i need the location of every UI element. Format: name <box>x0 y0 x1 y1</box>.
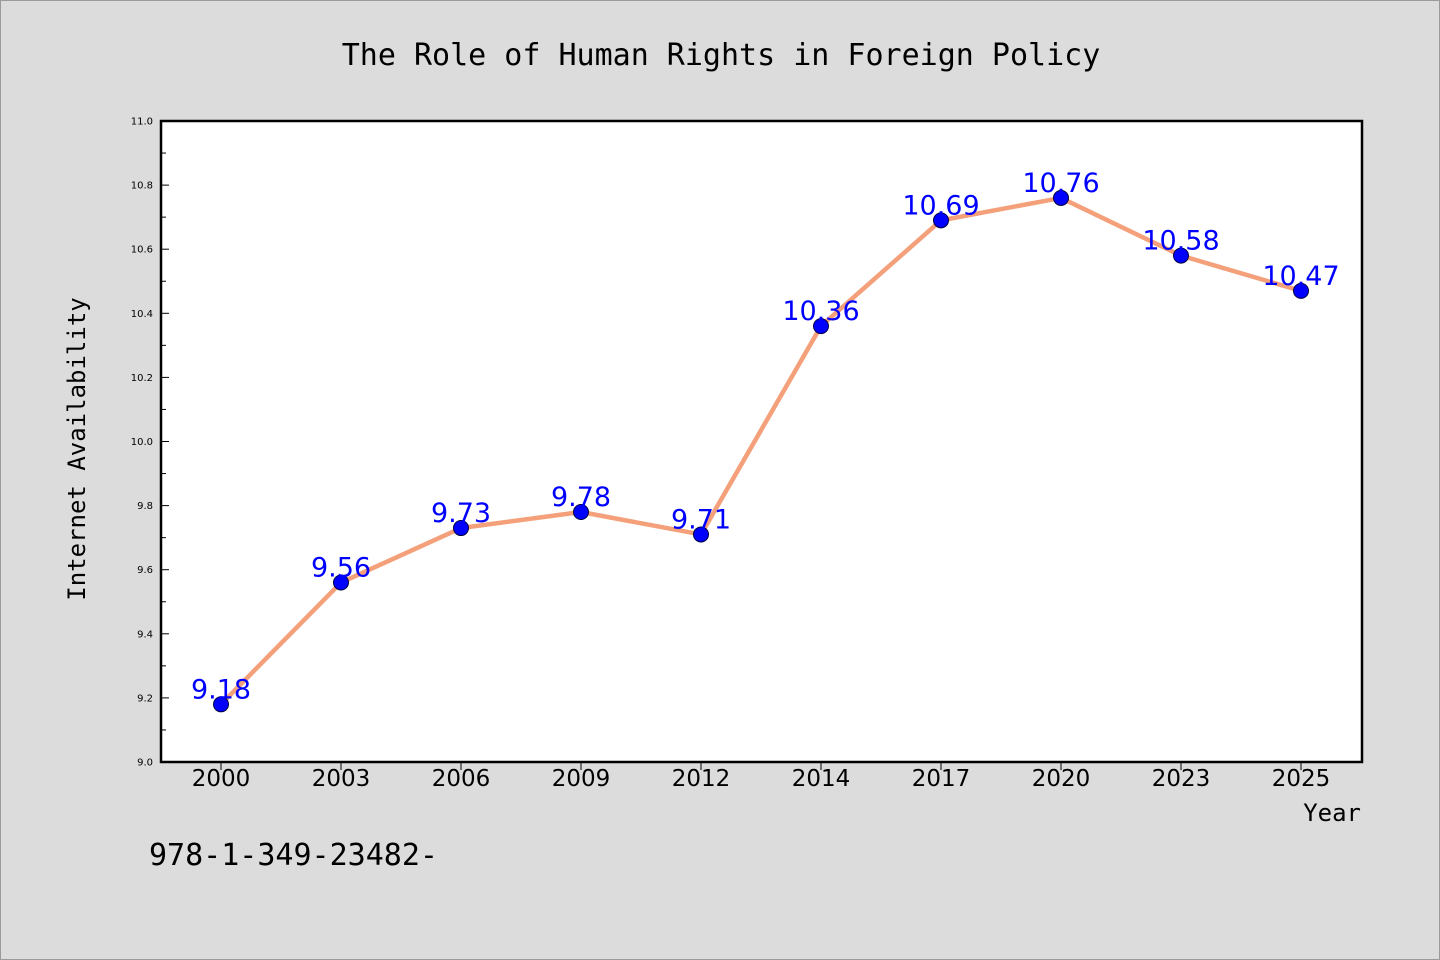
data-label: 9.78 <box>551 482 611 513</box>
series-line <box>218 195 1304 707</box>
data-point <box>453 520 469 537</box>
y-tick-label: 10.8 <box>131 181 153 192</box>
data-label: 9.18 <box>191 674 251 705</box>
data-label: 10.58 <box>1142 226 1219 257</box>
y-tick-label: 9.0 <box>137 758 153 769</box>
chart-title: The Role of Human Rights in Foreign Poli… <box>342 38 1101 73</box>
footnote-text: 978-1-349-23482- <box>149 838 438 873</box>
x-tick-label: 2006 <box>432 766 491 792</box>
plot-frame <box>159 119 1364 764</box>
plot-area <box>161 121 1362 762</box>
data-point <box>1173 247 1189 264</box>
x-tick-label: 2012 <box>672 766 731 792</box>
y-axis-label: Internet Availability <box>63 297 91 600</box>
x-tick-label: 2003 <box>312 766 371 792</box>
data-point <box>933 212 949 229</box>
data-point <box>333 574 349 591</box>
x-tick-label: 2014 <box>792 766 851 792</box>
series-layer: 9.18 9.56 9.73 9.78 9.71 10.36 10.69 10.76 10.58… <box>191 168 1340 713</box>
y-tick-label: 10.2 <box>131 373 153 384</box>
y-tick-label: 10.4 <box>131 309 153 320</box>
data-label: 10.76 <box>1022 168 1099 199</box>
y-tick-label: 10.6 <box>131 245 153 256</box>
data-label: 10.47 <box>1262 261 1339 292</box>
y-tick-label: 9.6 <box>137 565 153 576</box>
x-tick-label: 2017 <box>912 766 971 792</box>
data-label: 9.73 <box>431 498 491 529</box>
data-point <box>573 504 589 521</box>
y-tick-label: 11.0 <box>131 117 153 128</box>
data-label: 9.71 <box>671 504 731 535</box>
x-tick-label: 2009 <box>552 766 611 792</box>
data-point <box>813 318 829 335</box>
x-tick-label: 2020 <box>1032 766 1091 792</box>
y-axis: 9.0 9.2 9.4 9.6 9.8 10.0 10.2 10.4 10.6 10.8 11.0 <box>131 117 169 769</box>
x-axis-label: Year <box>1303 799 1361 827</box>
y-tick-label: 9.8 <box>137 501 153 512</box>
x-tick-label: 2025 <box>1272 766 1331 792</box>
y-tick-label: 9.2 <box>137 693 153 704</box>
x-axis: 2000 2003 2006 2009 2012 2014 2017 2020 2023 2025 <box>192 762 1331 792</box>
x-tick-label: 2023 <box>1152 766 1211 792</box>
data-point <box>1053 189 1069 206</box>
data-point <box>213 696 229 713</box>
data-label: 10.36 <box>782 296 859 327</box>
data-label: 9.56 <box>311 553 371 584</box>
data-label: 10.69 <box>902 190 979 221</box>
data-point <box>693 526 709 543</box>
y-tick-label: 10.0 <box>131 437 153 448</box>
x-tick-label: 2000 <box>192 766 251 792</box>
y-tick-label: 9.4 <box>137 629 153 640</box>
data-point <box>1293 282 1309 299</box>
